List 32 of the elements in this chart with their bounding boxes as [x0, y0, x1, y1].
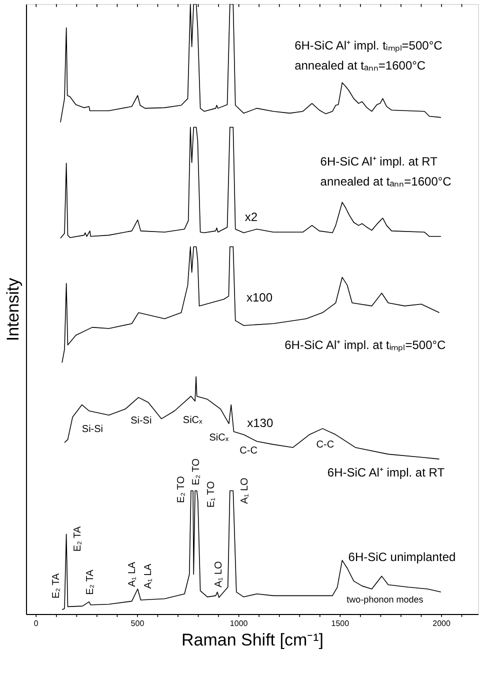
annotation: C-C: [316, 439, 334, 450]
series-label: 6H-SiC unimplanted: [348, 550, 456, 564]
annotation: x2: [244, 210, 258, 224]
series-label: 6H-SiC Al⁺ impl. at RT: [327, 466, 446, 480]
annotation: A₁ LO: [239, 477, 250, 504]
annotation: Si-Si: [82, 424, 104, 436]
x-tick-label: 1500: [331, 619, 350, 628]
annotation: SiCₓ: [182, 415, 204, 426]
x-tick-label: 1000: [230, 619, 248, 628]
x-tick-label: 2000: [432, 619, 451, 628]
x-tick-label: 0: [34, 619, 39, 628]
text: 6H-SiC Al⁺ impl. at RT annealed at tₐₙₙ=1600°C: [320, 154, 452, 188]
annotation: two-phonon modes: [346, 594, 424, 604]
annotation: E₂ TA: [85, 569, 96, 595]
annotation: E₂ TA: [72, 526, 84, 552]
x-tick-label: 500: [130, 619, 145, 628]
annotation: Si-Si: [130, 416, 152, 427]
annotation: x130: [247, 416, 274, 430]
annotation: C-C: [240, 446, 258, 457]
y-axis-title: Intensity: [4, 277, 22, 342]
annotation: E₂ TO: [176, 476, 188, 503]
annotation: E₂ TO: [191, 458, 202, 486]
annotation: E₂ TA: [50, 573, 62, 599]
annotation: A₁ LA: [143, 563, 154, 589]
text: 6H-SiC Al⁺ impl. tᵢₘₚₗ=500°C annealed at tₐₙₙ=1600°C: [294, 38, 443, 73]
annotation: x100: [246, 290, 273, 304]
annotation: E₁ TO: [206, 481, 217, 508]
annotation: SiCₓ: [209, 432, 230, 444]
x-axis-title: Raman Shift [cm⁻¹]: [181, 630, 324, 650]
annotation: A₁ LA: [126, 561, 138, 587]
series-label: 6H-SiC Al⁺ impl. at tᵢₘₚₗ=500°C: [284, 338, 446, 352]
annotation: A₁ LO: [213, 561, 224, 588]
